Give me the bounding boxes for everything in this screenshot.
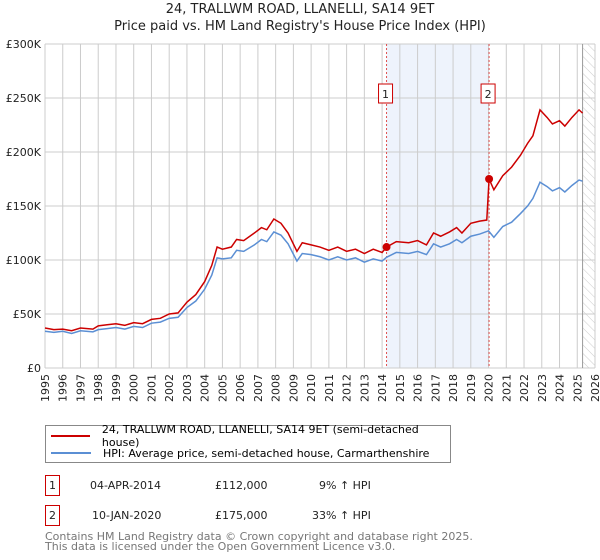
transaction-date: 04-APR-2014 — [90, 479, 162, 492]
x-tick-label: 1995 — [39, 374, 52, 402]
x-tick-label: 2003 — [181, 374, 194, 402]
x-tick-label: 2017 — [429, 374, 442, 402]
property-price-line — [44, 108, 584, 332]
legend-item-property: 24, TRALLWM ROAD, LLANELLI, SA14 9ET (se… — [46, 423, 450, 449]
x-tick-label: 2014 — [376, 374, 389, 402]
y-tick-label: £0 — [27, 362, 41, 375]
y-tick-label: £50K — [13, 308, 42, 321]
y-tick-label: £250K — [6, 92, 42, 105]
hpi-line — [44, 179, 583, 335]
legend-swatch-red — [51, 435, 90, 437]
y-tick-label: £300K — [6, 38, 42, 51]
sale-label-box — [378, 83, 394, 104]
x-tick-label: 2022 — [518, 374, 531, 402]
sale-label: 2 — [485, 88, 492, 101]
x-tick-label: 2009 — [287, 374, 300, 402]
sale-label: 1 — [382, 88, 389, 101]
x-tick-label: 2005 — [216, 374, 229, 402]
x-tick-label: 2020 — [483, 374, 496, 402]
x-tick-label: 1998 — [92, 374, 105, 402]
price-chart: 1995 1996 1997 1998 1999 2000 2001 2002 2003 2004… — [6, 38, 600, 402]
marker-badge: 1 — [45, 475, 60, 496]
x-tick-label: 2024 — [554, 374, 567, 402]
footer-copyright: Contains HM Land Registry data © Crown c… — [45, 530, 473, 543]
transaction-price: £175,000 — [215, 509, 268, 522]
x-tick-label: 2007 — [252, 374, 265, 402]
footer-licence: This data is licensed under the Open Gov… — [45, 540, 396, 553]
chart-subtitle: Price paid vs. HM Land Registry's House … — [114, 19, 486, 34]
x-tick-label: 2012 — [341, 374, 354, 402]
legend: 24, TRALLWM ROAD, LLANELLI, SA14 9ET (se… — [45, 423, 451, 463]
x-tick-label: 2002 — [163, 374, 176, 402]
transaction-price: £112,000 — [215, 479, 268, 492]
legend-label: HPI: Average price, semi-detached house,… — [103, 446, 430, 460]
y-tick-label: £150K — [6, 200, 42, 213]
transaction-row: 2 10-JAN-2020 £175,000 33% ↑ HPI — [45, 505, 445, 526]
x-tick-label: 2026 — [589, 374, 600, 402]
transaction-hpi: 33% ↑ HPI — [312, 509, 371, 522]
x-tick-label: 2010 — [305, 374, 318, 402]
x-tick-label: 2004 — [199, 374, 212, 402]
x-tick-label: 1997 — [74, 374, 87, 402]
legend-item-hpi: HPI: Average price, semi-detached house,… — [46, 445, 429, 461]
x-tick-label: 1999 — [110, 374, 123, 402]
x-tick-label: 1996 — [57, 374, 70, 402]
transaction-row: 1 04-APR-2014 £112,000 9% ↑ HPI — [45, 475, 445, 496]
x-tick-label: 2016 — [412, 374, 425, 402]
x-tick-label: 2011 — [323, 374, 336, 402]
x-tick-label: 2023 — [536, 374, 549, 402]
marker-badge: 2 — [45, 505, 60, 526]
x-tick-label: 2025 — [571, 374, 584, 402]
x-tick-label: 2018 — [447, 374, 460, 402]
y-tick-label: £100K — [6, 254, 42, 267]
transaction-hpi: 9% ↑ HPI — [319, 479, 371, 492]
x-tick-label: 2015 — [394, 374, 407, 402]
x-tick-label: 2000 — [128, 374, 141, 402]
x-tick-label: 2006 — [234, 374, 247, 402]
transaction-date: 10-JAN-2020 — [92, 509, 162, 522]
sale-label-box — [480, 83, 496, 104]
sale-point — [382, 243, 391, 252]
x-tick-label: 2019 — [465, 374, 478, 402]
x-tick-label: 2008 — [270, 374, 283, 402]
legend-label: 24, TRALLWM ROAD, LLANELLI, SA14 9ET (se… — [101, 423, 419, 449]
chart-title: 24, TRALLWM ROAD, LLANELLI, SA14 9ET — [165, 2, 435, 17]
sale-point — [485, 175, 494, 183]
x-tick-label: 2001 — [145, 374, 158, 402]
x-tick-label: 2013 — [358, 374, 371, 402]
legend-swatch-blue — [51, 452, 91, 454]
y-tick-label: £200K — [6, 146, 42, 159]
x-tick-label: 2021 — [500, 374, 513, 402]
